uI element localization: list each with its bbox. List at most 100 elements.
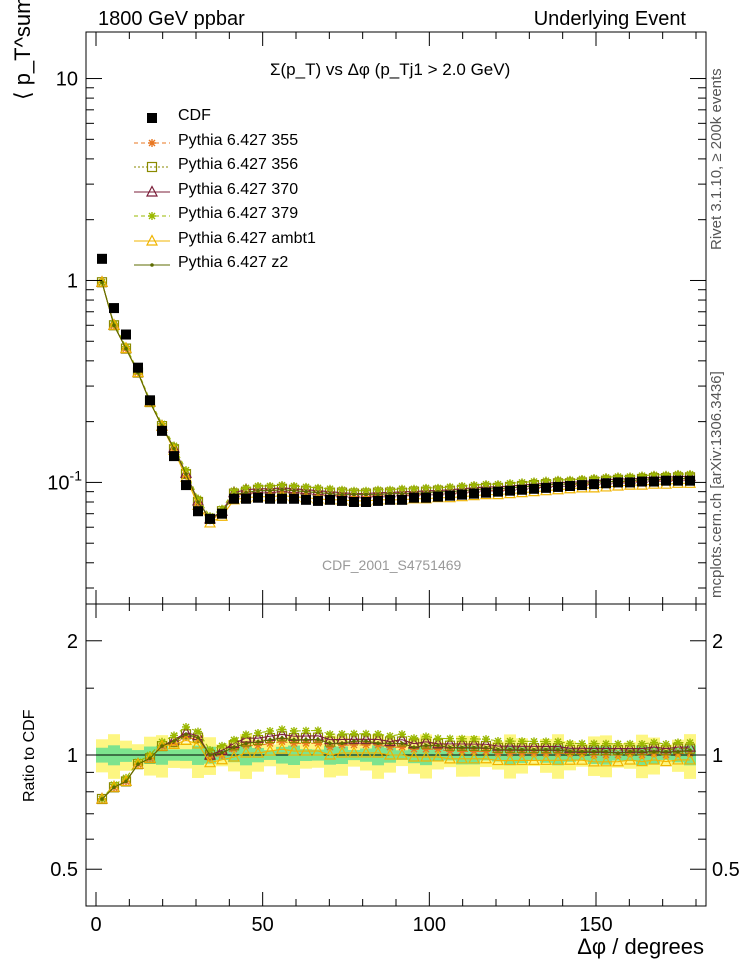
point-pythia-6-427-379	[554, 475, 562, 484]
point-pythia-6-427-379	[434, 483, 442, 492]
ratio-point-pythia-6-427-z2	[664, 750, 668, 754]
ratio-point-pythia-6-427-z2	[184, 732, 188, 737]
point-pythia-6-427-379	[362, 486, 370, 495]
ratio-point-pythia-6-427-z2	[208, 753, 212, 757]
ratio-point-pythia-6-427-z2	[520, 747, 524, 752]
ratio-point-pythia-6-427-ambt1	[516, 753, 528, 766]
ratio-point-pythia-6-427-355	[434, 745, 442, 754]
point-cdf	[361, 496, 371, 507]
ratio-point-pythia-6-427-z2	[364, 739, 368, 743]
point-cdf	[97, 253, 107, 264]
ratio-point-pythia-6-427-379	[446, 734, 454, 743]
x-tick-label: 150	[579, 914, 612, 936]
point-pythia-6-427-379	[410, 484, 418, 493]
point-pythia-6-427-379	[650, 470, 658, 479]
ratio-point-pythia-6-427-370	[432, 736, 444, 749]
ratio-point-pythia-6-427-ambt1	[240, 746, 252, 758]
point-cdf	[493, 486, 503, 497]
ratio-point-pythia-6-427-379	[242, 730, 250, 739]
ratio-point-pythia-6-427-ambt1	[432, 750, 444, 762]
ratio-point-pythia-6-427-379	[506, 737, 514, 746]
point-pythia-6-427-379	[518, 478, 526, 487]
ratio-point-pythia-6-427-ambt1	[468, 752, 480, 764]
ratio-point-pythia-6-427-379	[374, 730, 382, 739]
point-pythia-6-427-379	[242, 483, 250, 492]
point-pythia-6-427-379	[422, 483, 430, 492]
ratio-point-pythia-6-427-z2	[304, 737, 308, 742]
ratio-point-pythia-6-427-ambt1	[456, 752, 468, 764]
ratio-point-pythia-6-427-z2	[472, 745, 476, 750]
side-label-rivet: Rivet 3.1.10, ≥ 200k events	[708, 68, 725, 250]
ratio-point-pythia-6-427-z2	[124, 779, 128, 784]
ratio-point-pythia-6-427-379	[554, 737, 562, 746]
ratio-point-pythia-6-427-379	[422, 732, 430, 741]
point-pythia-6-427-z2	[100, 280, 104, 285]
ratio-point-pythia-6-427-370	[180, 725, 192, 738]
point-pythia-6-427-379	[590, 474, 598, 483]
point-pythia-6-427-z2	[328, 491, 332, 496]
point-cdf	[613, 477, 623, 488]
ratio-point-pythia-6-427-ambt1	[444, 752, 456, 764]
ratio-point-pythia-6-427-355	[302, 739, 310, 748]
ratio-point-pythia-6-427-ambt1	[576, 753, 588, 765]
ratio-point-pythia-6-427-z2	[544, 748, 548, 752]
point-cdf	[469, 488, 479, 499]
legend-label: Pythia 6.427 ambt1	[178, 229, 316, 247]
x-tick-label: 50	[252, 914, 274, 936]
point-pythia-6-427-ambt1	[96, 275, 108, 287]
legend-marker	[148, 212, 156, 220]
ratio-point-pythia-6-427-370	[348, 732, 360, 744]
ratio-point-pythia-6-427-379	[230, 735, 238, 744]
legend-symbol	[134, 263, 170, 267]
ratio-point-pythia-6-427-ambt1	[492, 753, 504, 766]
ratio-point-pythia-6-427-379	[434, 734, 442, 743]
point-cdf	[229, 493, 239, 504]
ratio-point-pythia-6-427-z2	[244, 741, 248, 746]
ratio-point-pythia-6-427-379	[254, 728, 262, 737]
point-pythia-6-427-z2	[292, 488, 296, 493]
point-pythia-6-427-z2	[376, 492, 380, 497]
ratio-point-pythia-6-427-355	[314, 739, 322, 748]
ratio-point-pythia-6-427-ambt1	[168, 737, 180, 749]
ratio-point-pythia-6-427-370	[384, 734, 396, 747]
ratio-point-pythia-6-427-355	[290, 739, 298, 748]
ratio-point-pythia-6-427-355	[410, 745, 418, 754]
side-label-mcplots: mcplots.cern.ch [arXiv:1306.3436]	[708, 371, 725, 598]
ratio-point-pythia-6-427-z2	[400, 741, 404, 746]
ratio-point-pythia-6-427-ambt1	[624, 753, 636, 765]
point-cdf	[397, 494, 407, 505]
axes-layer	[85, 31, 707, 907]
legend-marker	[146, 233, 158, 246]
ratio-point-pythia-6-427-379	[542, 737, 550, 746]
point-pythia-6-427-379	[494, 480, 502, 489]
legend-label: Pythia 6.427 379	[178, 205, 299, 222]
x-tick-label: 0	[90, 914, 101, 936]
point-pythia-6-427-379	[278, 481, 286, 490]
point-pythia-6-427-379	[398, 484, 406, 493]
legend-symbol	[134, 161, 170, 173]
point-pythia-6-427-z2	[112, 323, 116, 328]
ratio-point-pythia-6-427-ambt1	[252, 746, 264, 758]
ratio-point-pythia-6-427-379	[458, 734, 466, 743]
ratio-point-pythia-6-427-355	[350, 741, 358, 750]
point-pythia-6-427-379	[614, 472, 622, 481]
point-pythia-6-427-379	[578, 474, 586, 483]
ratio-point-pythia-6-427-ambt1	[504, 753, 516, 766]
ratio-point-pythia-6-427-ambt1	[228, 750, 240, 762]
point-cdf	[601, 478, 611, 489]
ratio-point-pythia-6-427-379	[278, 725, 286, 734]
ratio-point-pythia-6-427-379	[182, 722, 190, 731]
ratio-series-layer	[96, 722, 696, 805]
ratio-point-pythia-6-427-379	[362, 729, 370, 738]
ratio-point-pythia-6-427-z2	[172, 739, 176, 743]
point-cdf	[193, 506, 203, 517]
ratio-point-pythia-6-427-379	[590, 739, 598, 748]
ratio-point-pythia-6-427-379	[110, 780, 118, 789]
point-cdf	[109, 303, 119, 314]
ratio-point-pythia-6-427-379	[398, 730, 406, 739]
ratio-point-pythia-6-427-z2	[268, 738, 272, 742]
point-cdf	[121, 329, 131, 340]
ratio-point-pythia-6-427-ambt1	[360, 746, 372, 758]
ratio-y-tick-label-right: 0.5	[712, 859, 740, 881]
y-tick-label: 10-1	[47, 467, 82, 494]
